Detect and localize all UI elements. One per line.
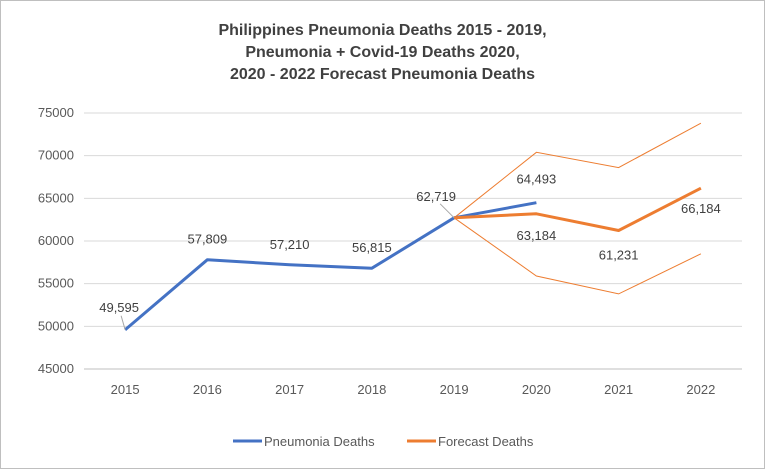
title-line-1: Philippines Pneumonia Deaths 2015 - 2019… (218, 22, 547, 39)
data-label-forecast: 66,184 (681, 201, 721, 216)
data-label-pneumonia: 64,493 (516, 172, 556, 187)
data-label-pneumonia: 56,815 (352, 240, 392, 255)
legend-label-forecast: Forecast Deaths (438, 434, 534, 449)
forecast-deaths-line (454, 186, 702, 232)
x-tick-label: 2017 (275, 382, 304, 397)
y-tick-label: 55000 (38, 276, 74, 291)
data-label-pneumonia: 49,595 (99, 300, 139, 315)
data-label-pneumonia: 57,809 (187, 232, 227, 247)
data-label-pneumonia: 57,210 (270, 237, 310, 252)
leader-line (439, 203, 455, 219)
x-tick-label: 2021 (604, 382, 633, 397)
y-tick-label: 50000 (38, 318, 74, 333)
title-line-3: 2020 - 2022 Forecast Pneumonia Deaths (229, 66, 536, 83)
chart-title: Philippines Pneumonia Deaths 2015 - 2019… (0, 20, 765, 86)
x-tick-label: 2018 (357, 382, 386, 397)
pneumonia-deaths-line (124, 201, 537, 331)
x-tick-label: 2016 (193, 382, 222, 397)
x-tick-label: 2015 (111, 382, 140, 397)
data-label-pneumonia: 62,719 (416, 189, 456, 204)
y-tick-label: 65000 (38, 190, 74, 205)
title-line-2: Pneumonia + Covid-19 Deaths 2020, (245, 44, 520, 61)
x-tick-label: 2019 (440, 382, 469, 397)
legend-label-pneumonia: Pneumonia Deaths (264, 434, 375, 449)
data-label-forecast: 63,184 (516, 228, 556, 243)
forecast-lower-bound-line (453, 217, 702, 295)
y-tick-label: 70000 (38, 148, 74, 163)
forecast-upper-bound-line (453, 122, 702, 219)
data-label-forecast: 61,231 (599, 247, 639, 262)
y-tick-label: 45000 (38, 361, 74, 376)
y-tick-label: 60000 (38, 233, 74, 248)
x-tick-label: 2022 (686, 382, 715, 397)
x-tick-label: 2020 (522, 382, 551, 397)
leader-line (120, 315, 126, 330)
y-tick-label: 75000 (38, 105, 74, 120)
